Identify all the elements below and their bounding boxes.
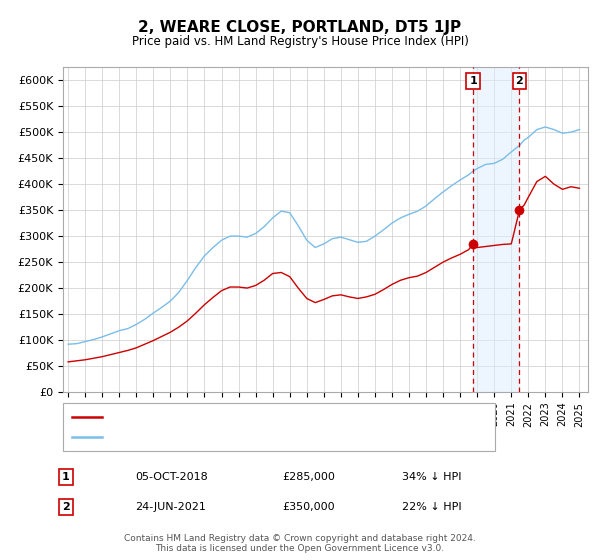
Text: 24-JUN-2021: 24-JUN-2021 — [135, 502, 206, 512]
Text: 1: 1 — [62, 472, 70, 482]
Bar — [473, 67, 520, 392]
Text: Contains HM Land Registry data © Crown copyright and database right 2024.
This d: Contains HM Land Registry data © Crown c… — [124, 534, 476, 553]
Text: 2, WEARE CLOSE, PORTLAND, DT5 1JP: 2, WEARE CLOSE, PORTLAND, DT5 1JP — [139, 20, 461, 35]
Text: 2, WEARE CLOSE, PORTLAND, DT5 1JP (detached house): 2, WEARE CLOSE, PORTLAND, DT5 1JP (detac… — [108, 412, 400, 422]
Text: HPI: Average price, detached house, Dorset: HPI: Average price, detached house, Dors… — [108, 432, 335, 442]
Text: 05-OCT-2018: 05-OCT-2018 — [135, 472, 208, 482]
Text: 2: 2 — [515, 76, 523, 86]
Text: 22% ↓ HPI: 22% ↓ HPI — [402, 502, 461, 512]
Text: 2: 2 — [62, 502, 70, 512]
Text: £350,000: £350,000 — [282, 502, 335, 512]
Text: 34% ↓ HPI: 34% ↓ HPI — [402, 472, 461, 482]
Text: £285,000: £285,000 — [282, 472, 335, 482]
Text: 1: 1 — [469, 76, 477, 86]
Text: Price paid vs. HM Land Registry's House Price Index (HPI): Price paid vs. HM Land Registry's House … — [131, 35, 469, 48]
